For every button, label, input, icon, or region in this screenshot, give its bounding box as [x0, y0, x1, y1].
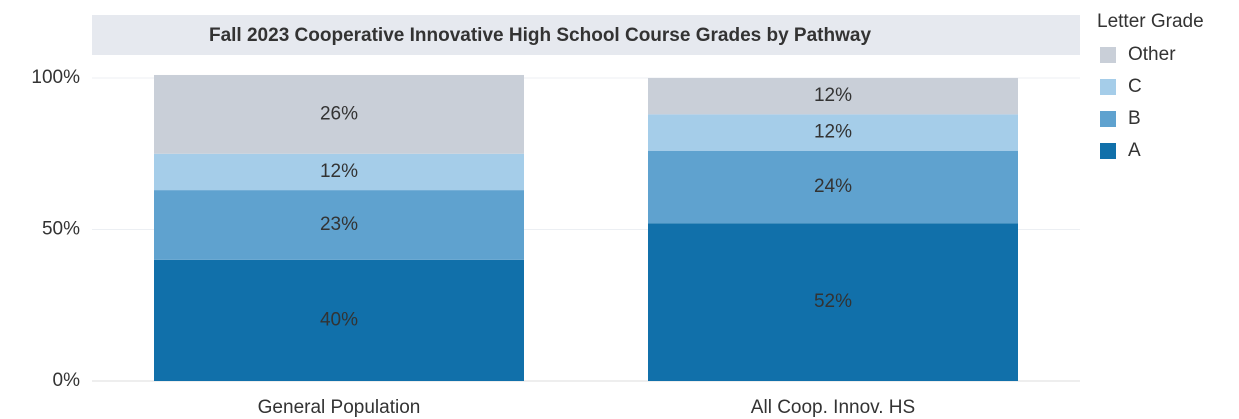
data-label: 26%: [320, 103, 358, 124]
bar-segment: [154, 153, 524, 191]
data-label: 12%: [814, 122, 852, 143]
legend-swatch: [1100, 79, 1116, 95]
bar-segment: [648, 78, 1018, 115]
bar-segment: [648, 223, 1018, 381]
legend-swatch: [1100, 143, 1116, 159]
data-label: 23%: [320, 214, 358, 235]
y-tick-label: 100%: [31, 67, 80, 88]
y-tick-label: 0%: [53, 370, 81, 391]
data-label: 12%: [814, 85, 852, 106]
data-label: 12%: [320, 161, 358, 182]
legend-swatch: [1100, 111, 1116, 127]
legend-label: A: [1128, 140, 1141, 161]
legend-label: Other: [1128, 44, 1176, 65]
bar-segment: [154, 259, 524, 381]
data-label: 52%: [814, 291, 852, 312]
data-label: 40%: [320, 309, 358, 330]
legend-label: B: [1128, 108, 1141, 129]
x-tick-label: All Coop. Innov. HS: [751, 397, 915, 418]
legend-swatch: [1100, 47, 1116, 63]
x-tick-label: General Population: [258, 397, 421, 418]
data-label: 24%: [814, 176, 852, 197]
chart-title: Fall 2023 Cooperative Innovative High Sc…: [209, 25, 871, 46]
bar-segment: [154, 74, 524, 154]
bar-segment: [648, 114, 1018, 151]
legend-label: C: [1128, 76, 1142, 97]
bar-segment: [154, 190, 524, 260]
legend-title: Letter Grade: [1097, 11, 1204, 32]
title-background: [92, 15, 1080, 55]
y-tick-label: 50%: [42, 219, 80, 240]
bar-segment: [648, 150, 1018, 224]
